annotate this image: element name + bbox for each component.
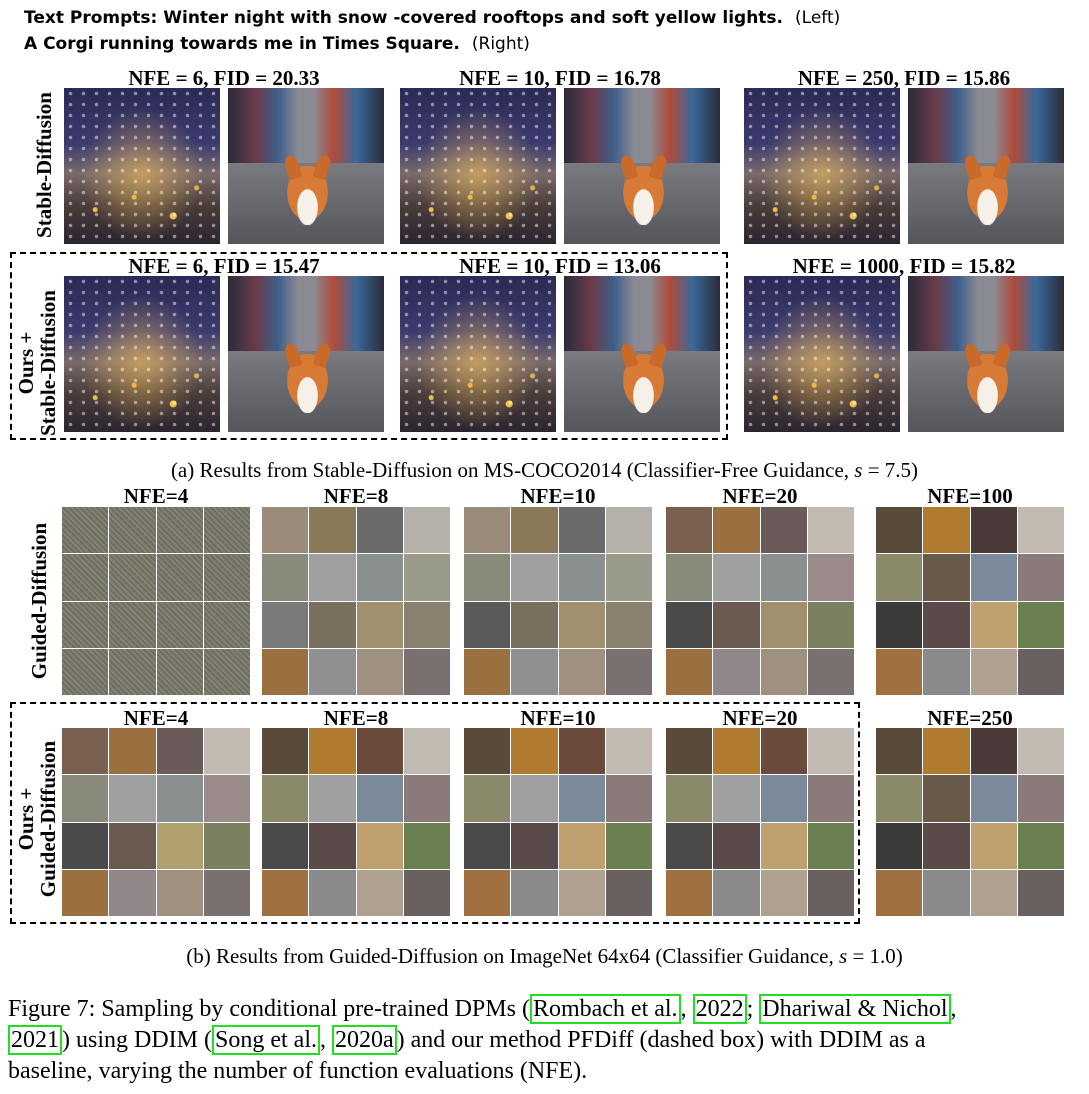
panel-title-a-r1-c3: NFE = 250, FID = 15.86 (744, 66, 1064, 91)
caption-a: (a) Results from Stable-Diffusion on MS-… (0, 458, 1089, 483)
winter-image-a-r1-c3 (744, 88, 900, 244)
panel-title-b-r1-c3: NFE=10 (464, 484, 652, 509)
winter-image-a-r2-c3 (744, 276, 900, 432)
panel-title-b-r2-c1: NFE=4 (62, 706, 250, 731)
figure-caption: Figure 7: Sampling by conditional pre-tr… (8, 994, 1068, 1087)
panel-title-b-r2-c2: NFE=8 (262, 706, 450, 731)
corgi-image-a-r1-c1 (228, 88, 384, 244)
imagenet-grid-b-r1-c5 (876, 507, 1064, 695)
citation-song[interactable]: Song et al. (212, 1025, 320, 1055)
corgi-image-a-r2-c3 (908, 276, 1064, 432)
corgi-image-a-r1-c2 (564, 88, 720, 244)
caption-a-tail: = 7.5) (862, 458, 919, 482)
imagenet-grid-b-r1-c3 (464, 507, 652, 695)
pfdiff-dashed-box-a (10, 252, 728, 440)
panel-title-b-r1-c2: NFE=8 (262, 484, 450, 509)
panel-title-b-r1-c1: NFE=4 (62, 484, 250, 509)
panel-title-a-r2-c2: NFE = 10, FID = 13.06 (400, 254, 720, 279)
panel-title-b-r1-c4: NFE=20 (666, 484, 854, 509)
prompt-text-2: A Corgi running towards me in Times Squa… (24, 34, 460, 54)
panel-title-a-r2-c1: NFE = 6, FID = 15.47 (64, 254, 384, 279)
row-label-stable-diffusion: Stable-Diffusion (32, 92, 56, 238)
figure-caption-line-3: baseline, varying the number of function… (8, 1058, 588, 1084)
imagenet-grid-b-r1-c1 (62, 507, 250, 695)
prompt-text-1: Text Prompts: Winter night with snow -co… (24, 8, 784, 28)
citation-dhariwal-year[interactable]: 2021 (8, 1025, 62, 1055)
panel-title-b-r1-c5: NFE=100 (876, 484, 1064, 509)
prompt-line-1: Text Prompts: Winter night with snow -co… (24, 8, 840, 28)
winter-image-a-r1-c1 (64, 88, 220, 244)
caption-b-var: s (839, 944, 848, 968)
caption-a-var: s (854, 458, 863, 482)
imagenet-grid-b-r1-c2 (262, 507, 450, 695)
row-label-guided-diffusion: Guided-Diffusion (27, 522, 51, 680)
figure-caption-line-2: 2021) using DDIM (Song et al., 2020a) an… (8, 1025, 1068, 1056)
prompt-line-2: A Corgi running towards me in Times Squa… (24, 34, 530, 54)
panel-title-a-r2-c3: NFE = 1000, FID = 15.82 (744, 254, 1064, 279)
imagenet-grid-b-r2-c2 (262, 728, 450, 916)
citation-song-year[interactable]: 2020a (332, 1025, 397, 1055)
corgi-image-a-r1-c3 (908, 88, 1064, 244)
figure-caption-mid: ) using DDIM ( (62, 1027, 212, 1053)
caption-b: (b) Results from Guided-Diffusion on Ima… (0, 944, 1089, 969)
imagenet-grid-b-r2-c4 (666, 728, 854, 916)
figure-caption-rest-1: ) and our method PFDiff (dashed box) wit… (396, 1027, 926, 1053)
panel-title-b-r2-c3: NFE=10 (464, 706, 652, 731)
figure-caption-line-1: Figure 7: Sampling by conditional pre-tr… (8, 994, 957, 1024)
imagenet-grid-b-r2-c5 (876, 728, 1064, 916)
prompt-side-1: (Left) (795, 8, 841, 28)
caption-a-main: (a) Results from Stable-Diffusion on MS-… (170, 458, 855, 482)
panel-title-b-r2-c4: NFE=20 (666, 706, 854, 731)
corgi-image-a-r2-c2 (564, 276, 720, 432)
panel-title-a-r1-c1: NFE = 6, FID = 20.33 (64, 66, 384, 91)
caption-b-tail: = 1.0) (847, 944, 903, 968)
citation-rombach-year[interactable]: 2022 (692, 994, 747, 1024)
imagenet-grid-b-r2-c1 (62, 728, 250, 916)
winter-image-a-r2-c1 (64, 276, 220, 432)
prompt-side-2: (Right) (471, 34, 530, 54)
caption-b-main: (b) Results from Guided-Diffusion on Ima… (186, 944, 840, 968)
panel-title-b-r2-c5: NFE=250 (876, 706, 1064, 731)
figure-caption-prefix: Figure 7: Sampling by conditional pre-tr… (8, 996, 530, 1022)
winter-image-a-r2-c2 (400, 276, 556, 432)
panel-title-a-r1-c2: NFE = 10, FID = 16.78 (400, 66, 720, 91)
citation-dhariwal[interactable]: Dhariwal & Nichol (759, 994, 951, 1024)
imagenet-grid-b-r2-c3 (464, 728, 652, 916)
citation-rombach[interactable]: Rombach et al. (529, 994, 681, 1024)
corgi-image-a-r2-c1 (228, 276, 384, 432)
imagenet-grid-b-r1-c4 (666, 507, 854, 695)
pfdiff-dashed-box-b (10, 702, 860, 924)
winter-image-a-r1-c2 (400, 88, 556, 244)
